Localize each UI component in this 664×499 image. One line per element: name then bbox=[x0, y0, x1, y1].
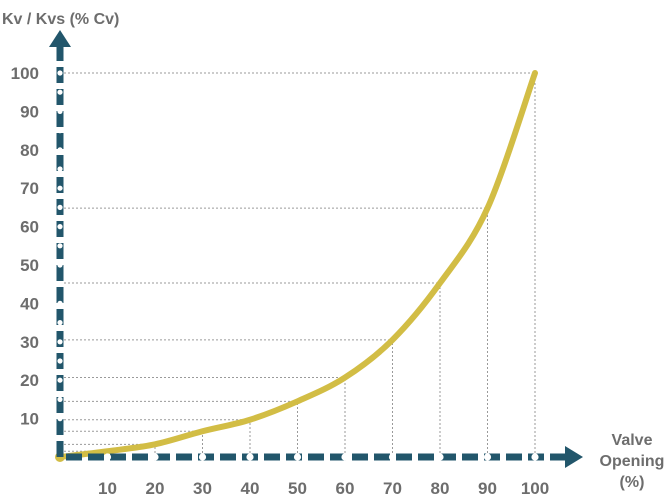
x-axis-arrow bbox=[565, 446, 583, 468]
y-tick-dot-30 bbox=[57, 339, 63, 345]
y-tick-label-20: 20 bbox=[20, 371, 39, 390]
x-tick-dot-90 bbox=[483, 453, 492, 461]
x-axis-title-line-2: Opening bbox=[600, 453, 664, 470]
axes bbox=[49, 30, 583, 468]
x-tick-dot-70 bbox=[388, 453, 397, 461]
y-minor-dot-25 bbox=[57, 358, 63, 364]
x-tick-dot-50 bbox=[293, 453, 302, 461]
series-line bbox=[57, 70, 538, 460]
y-minor-dot-65 bbox=[57, 204, 63, 210]
x-tick-label-60: 60 bbox=[336, 479, 355, 498]
x-tick-label-30: 30 bbox=[193, 479, 212, 498]
y-tick-dot-70 bbox=[57, 185, 63, 191]
x-tick-dot-20 bbox=[151, 453, 159, 461]
x-tick-label-90: 90 bbox=[478, 479, 497, 498]
y-minor-dot-35 bbox=[57, 320, 63, 326]
y-minor-dot-55 bbox=[57, 243, 63, 249]
y-tick-dot-60 bbox=[57, 224, 63, 230]
x-tick-dot-100 bbox=[531, 453, 539, 461]
y-tick-dot-50 bbox=[57, 262, 63, 268]
y-tick-label-50: 50 bbox=[20, 256, 39, 275]
x-tick-label-100: 100 bbox=[521, 479, 549, 498]
y-minor-dot-15 bbox=[57, 396, 63, 402]
y-tick-label-10: 10 bbox=[20, 410, 39, 429]
x-tick-dot-60 bbox=[341, 453, 349, 461]
y-axis-title: Kv / Kvs (% Cv) bbox=[2, 11, 119, 28]
y-tick-dot-90 bbox=[57, 108, 63, 114]
x-tick-label-50: 50 bbox=[288, 479, 307, 498]
x-tick-dot-40 bbox=[246, 453, 254, 461]
y-tick-label-40: 40 bbox=[20, 294, 39, 313]
x-tick-label-80: 80 bbox=[431, 479, 450, 498]
y-tick-dot-40 bbox=[57, 300, 63, 306]
grid-lines bbox=[60, 72, 536, 457]
x-tick-dot-30 bbox=[198, 453, 207, 461]
tick-labels: 10 20 30 40 50 60 70 80 90 100 10 20 30 40 50 60 70 80 90 1… bbox=[11, 64, 550, 498]
x-tick-label-40: 40 bbox=[241, 479, 260, 498]
y-tick-label-90: 90 bbox=[20, 102, 39, 121]
x-tick-label-10: 10 bbox=[98, 479, 117, 498]
y-tick-label-80: 80 bbox=[20, 141, 39, 160]
y-tick-dot-10 bbox=[57, 416, 63, 422]
y-minor-dot-85 bbox=[57, 128, 63, 134]
y-tick-dot-20 bbox=[57, 377, 63, 383]
x-tick-label-20: 20 bbox=[146, 479, 165, 498]
y-minor-dot-95 bbox=[57, 89, 63, 95]
y-minor-dot-75 bbox=[57, 166, 63, 172]
y-tick-dot-100 bbox=[57, 70, 63, 76]
x-tick-dot-80 bbox=[436, 453, 444, 461]
y-tick-label-30: 30 bbox=[20, 333, 39, 352]
y-tick-dot-80 bbox=[57, 147, 63, 153]
y-tick-label-60: 60 bbox=[20, 218, 39, 237]
x-axis-title-line-3: (%) bbox=[620, 474, 645, 491]
y-axis-arrow bbox=[49, 30, 71, 47]
x-tick-dot-10 bbox=[103, 453, 112, 461]
y-tick-label-70: 70 bbox=[20, 179, 39, 198]
x-tick-label-70: 70 bbox=[383, 479, 402, 498]
y-minor-dot-45 bbox=[57, 281, 63, 287]
x-axis-title-line-1: Valve bbox=[612, 432, 653, 449]
y-tick-label-100: 100 bbox=[11, 64, 39, 83]
curve-layer bbox=[55, 70, 538, 462]
